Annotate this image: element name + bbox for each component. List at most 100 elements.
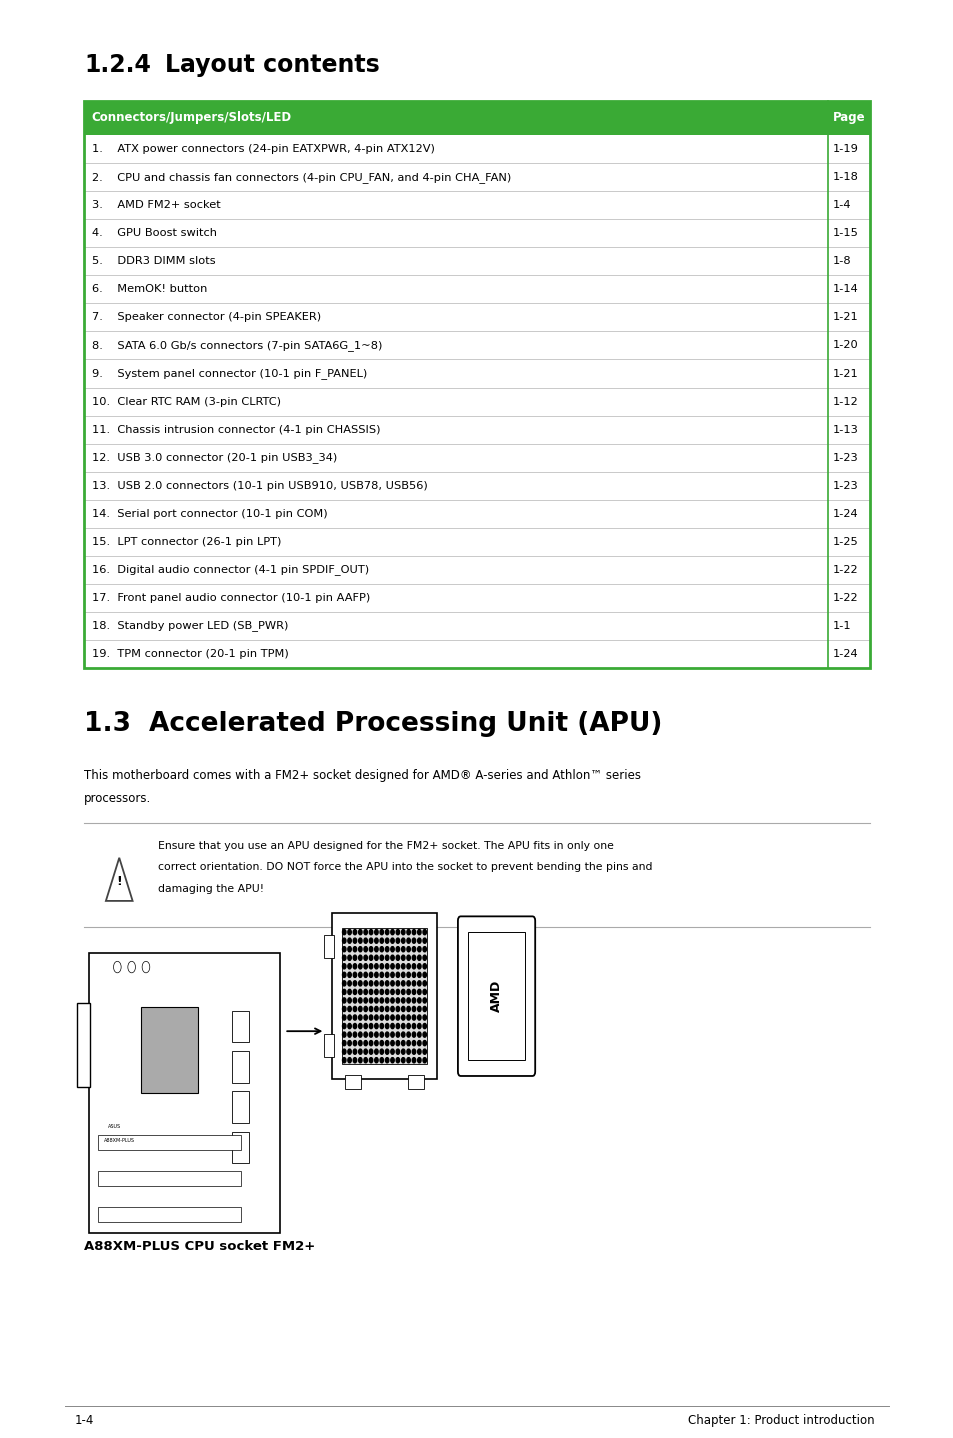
Circle shape [407, 1015, 410, 1020]
Bar [98, 1206, 241, 1221]
Circle shape [412, 955, 416, 961]
Circle shape [379, 1007, 383, 1011]
Circle shape [364, 1007, 367, 1011]
Bar [232, 1051, 249, 1083]
Circle shape [395, 938, 399, 943]
Text: 3.    AMD FM2+ socket: 3. AMD FM2+ socket [91, 200, 220, 210]
Text: 1-4: 1-4 [832, 200, 850, 210]
Circle shape [385, 1007, 389, 1011]
Circle shape [342, 1041, 346, 1045]
Circle shape [342, 1007, 346, 1011]
Circle shape [348, 998, 351, 1004]
Circle shape [375, 1032, 377, 1037]
Text: 1-21: 1-21 [832, 368, 858, 378]
Bar [84, 303, 869, 331]
Circle shape [364, 1032, 367, 1037]
Bar [84, 500, 869, 528]
Circle shape [342, 963, 346, 969]
Circle shape [342, 972, 346, 978]
Bar [84, 247, 869, 276]
Circle shape [379, 938, 383, 943]
Circle shape [417, 938, 420, 943]
Circle shape [391, 1015, 394, 1020]
Circle shape [364, 1041, 367, 1045]
Circle shape [395, 946, 399, 952]
Circle shape [385, 1032, 389, 1037]
Bar [332, 913, 436, 1078]
Circle shape [375, 955, 377, 961]
Bar [468, 932, 524, 1060]
Circle shape [407, 963, 410, 969]
Text: A88XM-PLUS CPU socket FM2+: A88XM-PLUS CPU socket FM2+ [84, 1240, 314, 1254]
Circle shape [348, 1024, 351, 1028]
Circle shape [375, 1041, 377, 1045]
Circle shape [417, 1057, 420, 1063]
Circle shape [342, 1015, 346, 1020]
Circle shape [417, 1007, 420, 1011]
Text: 1-24: 1-24 [832, 509, 858, 519]
Circle shape [391, 981, 394, 986]
Circle shape [364, 938, 367, 943]
Circle shape [369, 1032, 373, 1037]
Circle shape [348, 963, 351, 969]
Circle shape [401, 1015, 404, 1020]
Circle shape [353, 946, 356, 952]
Circle shape [379, 972, 383, 978]
Text: 1-24: 1-24 [832, 649, 858, 659]
Text: 15.  LPT connector (26-1 pin LPT): 15. LPT connector (26-1 pin LPT) [91, 536, 281, 546]
Circle shape [391, 1032, 394, 1037]
Circle shape [369, 1050, 373, 1054]
Circle shape [391, 955, 394, 961]
Text: 4.    GPU Boost switch: 4. GPU Boost switch [91, 229, 216, 239]
Circle shape [395, 929, 399, 935]
Circle shape [375, 938, 377, 943]
Circle shape [348, 929, 351, 935]
Circle shape [385, 938, 389, 943]
Circle shape [342, 989, 346, 995]
Circle shape [358, 989, 361, 995]
Circle shape [358, 1050, 361, 1054]
Text: Connectors/Jumpers/Slots/LED: Connectors/Jumpers/Slots/LED [91, 111, 292, 125]
Circle shape [417, 1015, 420, 1020]
Circle shape [412, 1041, 416, 1045]
Circle shape [379, 946, 383, 952]
FancyBboxPatch shape [457, 916, 535, 1076]
Bar [84, 584, 869, 611]
Text: 1-8: 1-8 [832, 256, 851, 266]
Circle shape [417, 1050, 420, 1054]
Circle shape [358, 955, 361, 961]
Bar [232, 1091, 249, 1123]
Circle shape [385, 1024, 389, 1028]
Circle shape [401, 963, 404, 969]
Circle shape [348, 981, 351, 986]
Bar [84, 331, 869, 360]
Text: 9.    System panel connector (10-1 pin F_PANEL): 9. System panel connector (10-1 pin F_PA… [91, 368, 367, 380]
Bar [84, 276, 869, 303]
Bar [84, 416, 869, 443]
Bar [341, 928, 427, 1064]
Circle shape [348, 1057, 351, 1063]
Circle shape [348, 938, 351, 943]
Circle shape [348, 1050, 351, 1054]
Circle shape [353, 998, 356, 1004]
Text: 12.  USB 3.0 connector (20-1 pin USB3_34): 12. USB 3.0 connector (20-1 pin USB3_34) [91, 452, 336, 463]
Text: Ensure that you use an APU designed for the FM2+ socket. The APU fits in only on: Ensure that you use an APU designed for … [158, 840, 614, 850]
Circle shape [395, 955, 399, 961]
Circle shape [391, 946, 394, 952]
Circle shape [412, 938, 416, 943]
Circle shape [422, 938, 426, 943]
Circle shape [407, 938, 410, 943]
Bar [98, 1136, 241, 1150]
Circle shape [113, 961, 121, 972]
Text: Page: Page [832, 111, 864, 125]
Circle shape [401, 989, 404, 995]
Circle shape [395, 972, 399, 978]
Circle shape [364, 981, 367, 986]
Circle shape [369, 955, 373, 961]
Text: 6.    MemOK! button: 6. MemOK! button [91, 285, 207, 295]
Text: 5.    DDR3 DIMM slots: 5. DDR3 DIMM slots [91, 256, 215, 266]
Circle shape [364, 972, 367, 978]
Circle shape [401, 1057, 404, 1063]
Circle shape [401, 955, 404, 961]
Circle shape [422, 1015, 426, 1020]
